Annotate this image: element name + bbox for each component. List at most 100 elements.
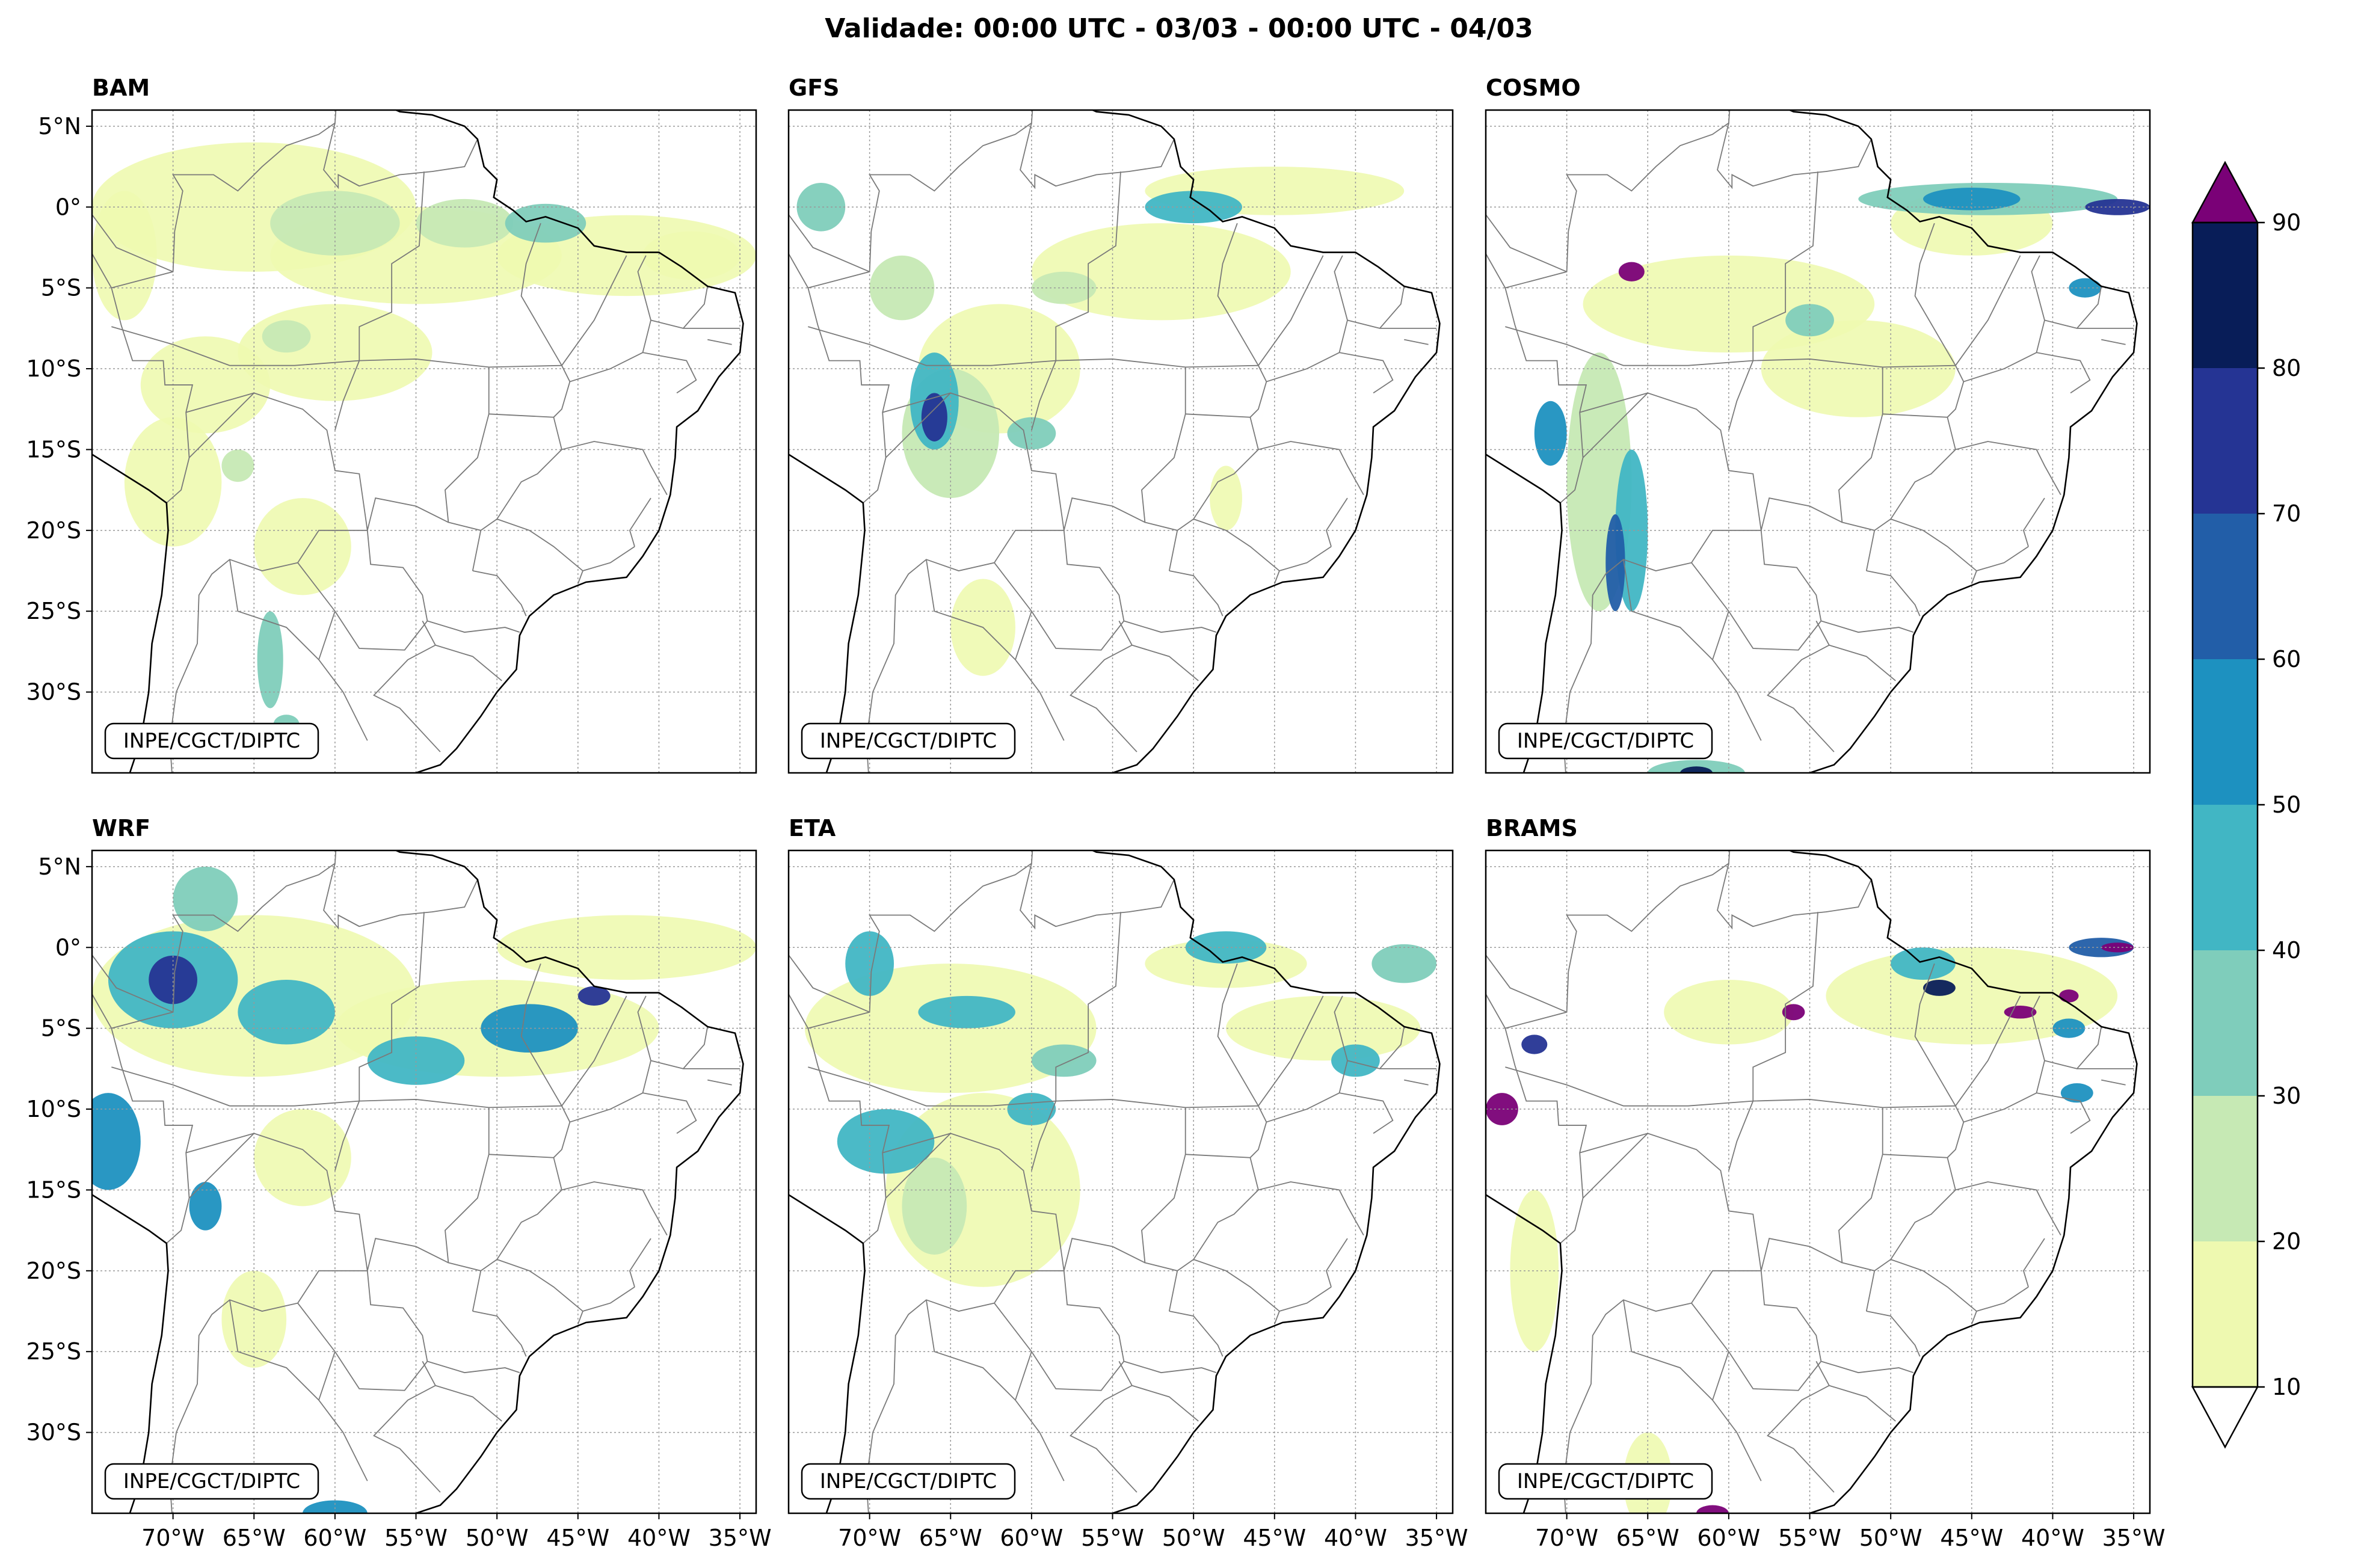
state-border <box>1563 392 1762 773</box>
state-border <box>2031 255 2045 353</box>
state-border <box>1866 1311 1921 1357</box>
panel-eta: ETA INPE/CGCT/DIPTC 70°W 65°W 60°W 55°W 50°W 45… <box>787 815 1468 1551</box>
state-border <box>1031 1101 1057 1171</box>
lon-tick-label: 70°W <box>141 1525 205 1551</box>
panel-frame <box>787 109 1454 774</box>
state-border <box>111 326 562 368</box>
state-border <box>925 559 1065 741</box>
colorbar-tick-label: 70 <box>2272 500 2301 527</box>
lat-tick-label: 10°S <box>26 1096 81 1122</box>
lat-tick-label: 20°S <box>26 1258 81 1284</box>
lon-tick-label: 60°W <box>1697 1525 1760 1551</box>
state-border <box>520 223 562 366</box>
panel-frame <box>91 109 757 774</box>
state-border <box>1955 995 2021 1107</box>
state-border <box>1258 995 1324 1107</box>
colorbar-tick-label: 60 <box>2272 646 2301 672</box>
state-border <box>1717 863 1753 930</box>
precip-area <box>1486 1093 1518 1125</box>
precip-area <box>505 203 586 243</box>
colorbar-under-arrow <box>2191 1386 2259 1449</box>
lon-tick-label: 50°W <box>1859 1525 1922 1551</box>
precip-area <box>869 255 935 321</box>
colorbar-over-arrow <box>2191 161 2259 224</box>
colorbar-tick-label: 10 <box>2272 1374 2301 1400</box>
state-border <box>1486 214 1567 272</box>
state-border <box>92 992 112 1029</box>
state-border <box>334 1101 360 1171</box>
state-border <box>111 110 337 503</box>
precip-area <box>221 449 254 482</box>
state-border <box>472 570 527 616</box>
state-border <box>1890 1259 2029 1312</box>
coastline <box>1486 850 2138 1513</box>
lat-tick-label: 15°S <box>26 1176 81 1203</box>
state-border <box>561 1181 668 1236</box>
lon-tick-label: 50°W <box>1162 1525 1225 1551</box>
state-border <box>1947 1105 1965 1158</box>
lat-tick-label: 0° <box>55 934 81 961</box>
panel-title: GFS <box>789 75 840 101</box>
state-border <box>1070 620 1137 752</box>
colorbar-segment <box>2193 514 2258 659</box>
precip-area <box>238 980 335 1045</box>
state-border <box>561 255 627 366</box>
precip-area <box>1923 980 1956 996</box>
state-border <box>2044 286 2102 329</box>
lon-tick-label: 65°W <box>1616 1525 1679 1551</box>
credit-text: INPE/CGCT/DIPTC <box>123 1469 300 1493</box>
state-border <box>297 1270 428 1391</box>
state-border <box>2031 995 2045 1093</box>
state-border <box>1760 1238 1842 1271</box>
lon-tick-label: 45°W <box>546 1525 609 1551</box>
state-border <box>1249 1105 1267 1158</box>
colorbar-segment <box>2193 950 2258 1096</box>
state-border <box>1728 1101 1754 1171</box>
lat-tick-label: 5°N <box>38 113 81 140</box>
state-border <box>1131 644 1199 681</box>
precip-area <box>257 611 283 709</box>
credit-box: INPE/CGCT/DIPTC <box>801 1463 1016 1500</box>
colorbar-segment <box>2193 1096 2258 1241</box>
lon-tick-label: 35°W <box>709 1525 772 1551</box>
precip-area <box>1534 401 1567 466</box>
panel-map-area <box>1486 850 2150 1513</box>
state-border <box>1063 497 1145 531</box>
state-border <box>185 1133 254 1154</box>
state-border <box>1955 1181 2061 1236</box>
state-border <box>789 954 870 1013</box>
state-border <box>1963 1092 2091 1134</box>
precip-area <box>149 955 198 1004</box>
lon-tick-label: 55°W <box>1778 1525 1841 1551</box>
state-border <box>1334 255 1348 353</box>
state-border <box>229 1300 368 1481</box>
state-border <box>1947 365 1965 418</box>
state-border <box>366 1238 449 1271</box>
panel-map-area <box>92 110 756 773</box>
panel-title: WRF <box>92 815 150 841</box>
state-border <box>789 214 870 272</box>
state-border <box>1015 1351 1032 1401</box>
state-border <box>359 171 425 361</box>
colorbar-segment <box>2193 659 2258 805</box>
state-border <box>650 286 709 329</box>
state-border <box>1955 441 2061 496</box>
state-border <box>1258 255 1324 366</box>
state-border <box>1712 610 1729 660</box>
state-border <box>373 1360 441 1493</box>
state-border <box>808 326 1258 368</box>
state-border <box>1193 1259 1332 1312</box>
panel-frame <box>787 849 1454 1514</box>
lon-tick-label: 45°W <box>1243 1525 1306 1551</box>
state-border <box>882 1133 951 1154</box>
lat-tick-label: 25°S <box>26 1338 81 1365</box>
state-border <box>1124 620 1217 633</box>
precip-area <box>173 866 238 932</box>
panel-title: BRAMS <box>1486 815 1578 841</box>
lat-tick-label: 20°S <box>26 517 81 544</box>
state-border <box>707 1079 732 1086</box>
precip-area <box>796 182 846 232</box>
state-border <box>1963 352 2091 394</box>
state-border <box>2044 1026 2102 1069</box>
state-border <box>435 1385 502 1422</box>
